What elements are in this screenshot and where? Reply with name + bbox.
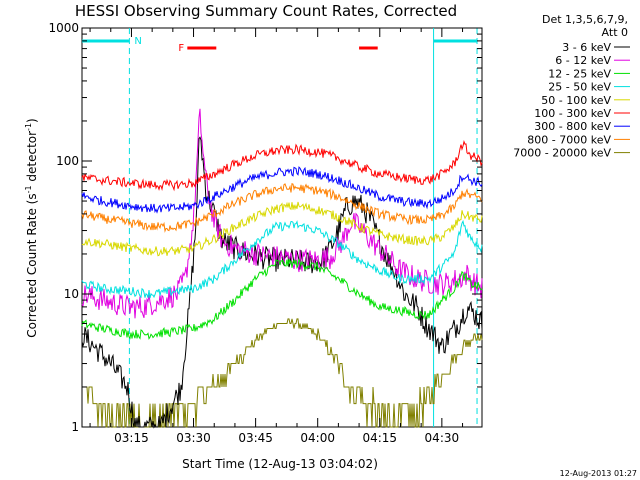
series-line-6-12-kev [81, 108, 483, 319]
x-tick-label: 04:00 [300, 431, 335, 445]
y-tick-label: 1 [71, 420, 79, 434]
series-line-100-300-kev [81, 140, 483, 192]
x-axis-ticks: 03:15 03:30 03:45 04:00 04:15 04:30 [89, 28, 464, 445]
y-axis-label: Corrected Count Rate (s-1 detector-1) [24, 118, 39, 337]
x-axis-label: Start Time (12-Aug-13 03:04:02) [182, 457, 378, 471]
x-tick-label: 03:30 [176, 431, 211, 445]
series-line-25-50-kev [81, 219, 483, 299]
series-line-300-800-kev [81, 166, 483, 214]
legend-label-7000-20000-kev: 7000 - 20000 keV [513, 147, 611, 160]
series-line-50-100-kev [81, 201, 483, 257]
flare-label: F [178, 43, 184, 54]
x-tick-label: 04:30 [425, 431, 460, 445]
legend-label-6-12-kev: 6 - 12 keV [555, 54, 611, 67]
night-annotations: N [82, 28, 478, 427]
timestamp: 12-Aug-2013 01:27 [560, 469, 637, 478]
plot-area: N F 1 10 100 1000 03:15 03:30 03:45 04:00 04:15… [48, 21, 483, 445]
legend-label-50-100-kev: 50 - 100 keV [541, 94, 611, 107]
flare-annotations: F [178, 43, 378, 54]
y-tick-label: 100 [56, 154, 79, 168]
legend-label-12-25-kev: 12 - 25 keV [548, 67, 611, 80]
x-tick-label: 03:45 [238, 431, 273, 445]
legend-header-line-1: Det 1,3,5,6,7,9, [542, 13, 628, 26]
legend-label-800-7000-kev: 800 - 7000 keV [527, 133, 611, 146]
series-line-12-25-kev [81, 257, 483, 340]
data-series [81, 108, 483, 429]
series-line-7000-20000-kev [82, 318, 483, 428]
legend-header-line-2: Att 0 [602, 26, 628, 39]
y-axis-ticks: 1 10 100 1000 [48, 21, 482, 434]
legend-label-3-6-kev: 3 - 6 keV [562, 41, 611, 54]
plot-frame [81, 27, 483, 428]
y-tick-label: 10 [64, 287, 79, 301]
legend-label-25-50-kev: 25 - 50 keV [548, 81, 611, 94]
night-label: N [134, 36, 141, 47]
x-tick-label: 04:15 [362, 431, 397, 445]
legend-label-100-300-kev: 100 - 300 keV [534, 107, 611, 120]
legend-label-300-800-kev: 300 - 800 keV [534, 120, 611, 133]
y-tick-label: 1000 [48, 21, 79, 35]
chart-title: HESSI Observing Summary Count Rates, Cor… [75, 2, 457, 20]
series-line-800-7000-kev [81, 182, 483, 233]
x-tick-label: 03:15 [114, 431, 149, 445]
